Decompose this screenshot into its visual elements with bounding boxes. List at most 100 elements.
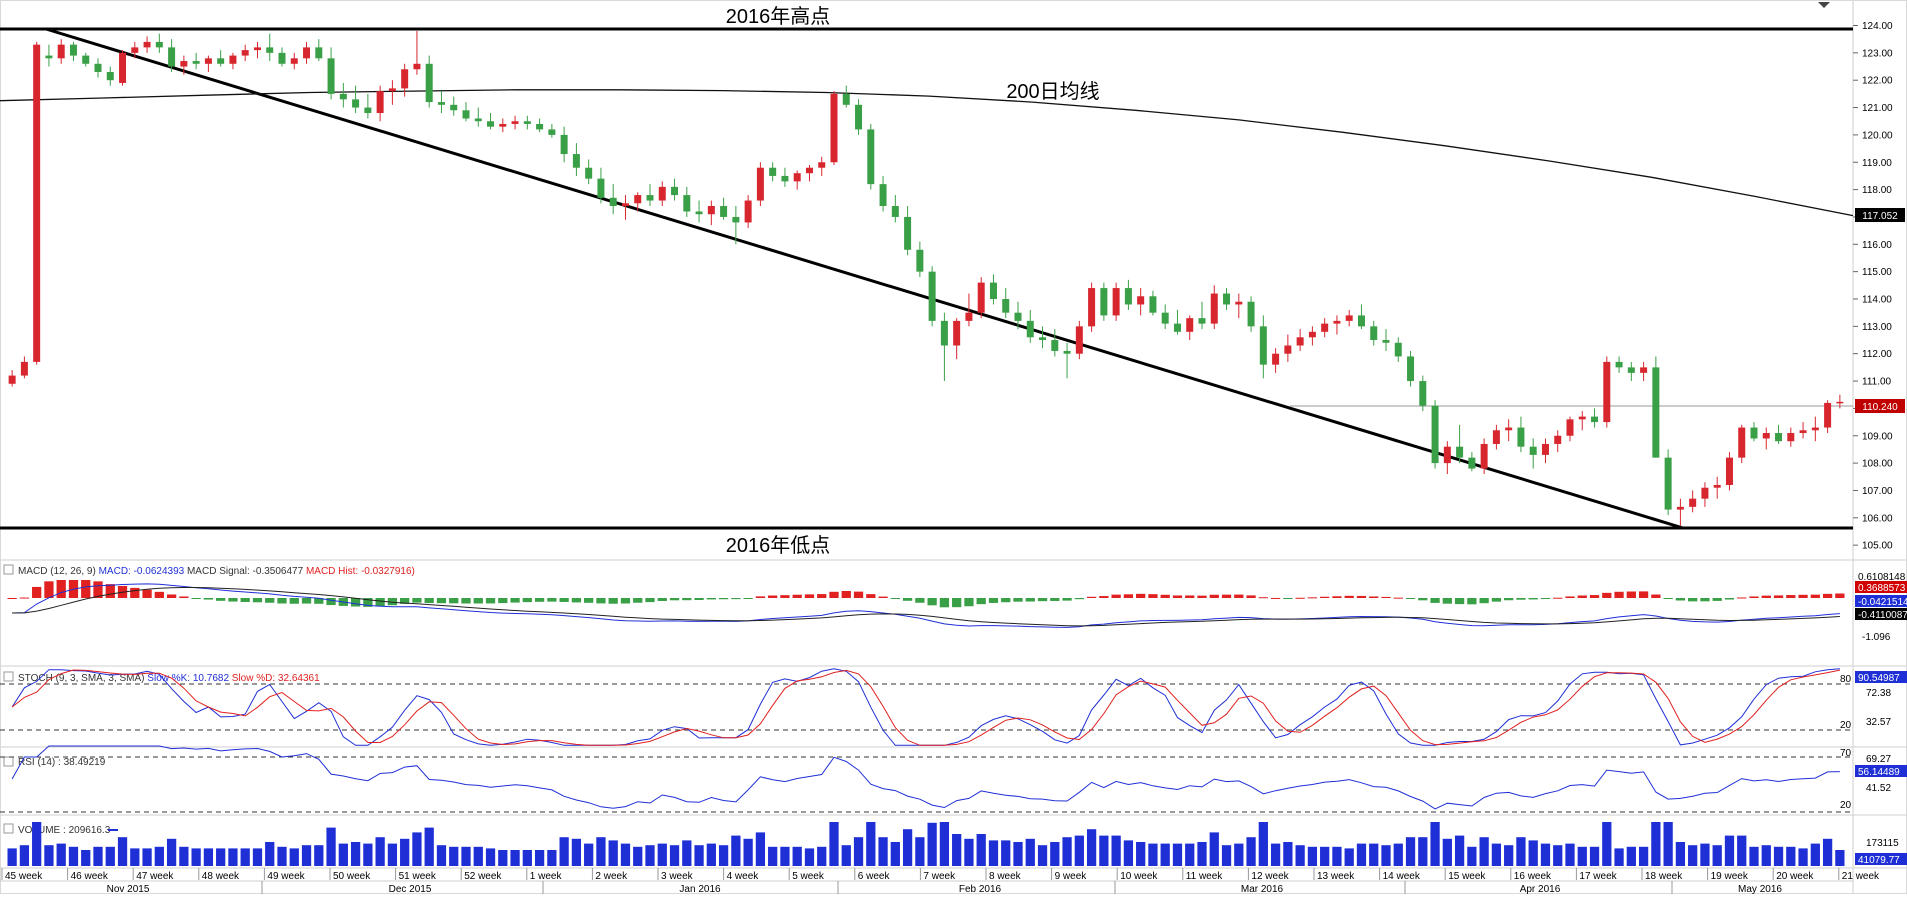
volume-bar: [1761, 845, 1771, 866]
price-tick-label: 123.00: [1862, 48, 1893, 59]
candle: [1652, 356, 1660, 458]
candle: [1517, 416, 1525, 453]
rsi-line: [11, 745, 1840, 810]
candle-body: [278, 52, 286, 64]
ma-value-tag: [1855, 208, 1905, 222]
volume-bar: [1050, 842, 1060, 866]
downtrend-line: [45, 27, 1684, 530]
volume-bar: [1405, 837, 1416, 866]
macd-hist-bar: [1307, 597, 1318, 599]
candle-body: [953, 320, 961, 346]
macd-hist-bar: [890, 598, 900, 599]
rsi-tag: [1855, 765, 1907, 777]
macd-hist-bar: [1295, 597, 1305, 599]
volume-bar: [326, 827, 336, 866]
volume-bar: [706, 843, 716, 866]
candle: [1345, 309, 1353, 327]
volume-bar: [1111, 835, 1121, 866]
candle: [1173, 309, 1181, 335]
volume-bar: [1418, 837, 1428, 866]
volume-bar: [1172, 843, 1183, 866]
candle-body: [671, 186, 679, 196]
week-label: 51 week: [399, 871, 437, 882]
candle: [720, 197, 728, 220]
candle: [1137, 288, 1145, 316]
volume-collapse-icon[interactable]: [3, 823, 14, 834]
volume-bar: [277, 846, 287, 866]
macd-hist-bar: [1749, 596, 1759, 598]
price-axis: 124.00 123.00 122.00 121.00 120.00 119.00 118.…: [1853, 21, 1893, 552]
macd-hist-tag: [1855, 581, 1907, 593]
candle: [1210, 285, 1218, 330]
candle-body: [1701, 487, 1709, 499]
rsi-axis-20: 20: [1840, 800, 1852, 811]
candle: [1223, 288, 1231, 310]
volume-bar: [927, 822, 937, 866]
candle: [536, 118, 544, 133]
week-label: 46 week: [71, 871, 109, 882]
candle-body: [658, 186, 666, 201]
chevron-down-icon[interactable]: [1818, 2, 1830, 8]
macd-hist-bar: [387, 598, 398, 606]
volume-bar: [1810, 843, 1820, 866]
rsi-axis-mid: 41.52: [1866, 783, 1891, 794]
candle-body: [388, 88, 396, 92]
candle: [315, 39, 323, 62]
macd-hist-bar: [1442, 598, 1452, 604]
candle: [1836, 394, 1844, 409]
volume-bar: [792, 846, 802, 866]
macd-hist-bar: [277, 598, 287, 604]
volume-bar: [1270, 843, 1281, 866]
volume-bar: [314, 845, 324, 866]
volume-bar: [584, 843, 594, 866]
stoch-collapse-icon[interactable]: [3, 671, 14, 682]
macd-hist-bar: [1050, 598, 1060, 601]
candle-body: [1480, 443, 1488, 469]
volume-bar: [1381, 845, 1391, 866]
macd-collapse-icon[interactable]: [3, 564, 14, 575]
annotation-200-day-ma: 200日均线: [1006, 80, 1099, 103]
candle: [487, 113, 495, 130]
candle-body: [401, 69, 409, 89]
svg-text:MACD (12, 26, 9) MACD: -0.0624: MACD (12, 26, 9) MACD: -0.0624393 MACD S…: [18, 566, 415, 577]
macd-hist-bar: [498, 598, 508, 604]
macd-hist-bar: [1577, 595, 1587, 598]
candle-body: [1799, 430, 1807, 434]
stoch-header-k: Slow %K: 10.7682: [147, 673, 229, 684]
macd-hist-bar: [657, 598, 667, 601]
macd-hist-bar: [964, 598, 974, 607]
volume-bar: [1835, 850, 1845, 866]
volume-bar: [387, 843, 398, 866]
macd-hist-bar: [1369, 596, 1379, 598]
candle-body: [1161, 312, 1169, 324]
macd-hist-bar: [301, 598, 312, 604]
macd-hist-bar: [743, 598, 753, 599]
week-label: 21 week: [1842, 871, 1880, 882]
candle-body: [830, 93, 838, 163]
week-label: 50 week: [333, 871, 371, 882]
volume-bar: [1344, 848, 1354, 866]
candle-body: [904, 216, 912, 250]
rsi-collapse-icon[interactable]: [3, 756, 14, 767]
volume-bar: [1123, 840, 1134, 866]
volume-bar: [718, 845, 729, 866]
volume-bar: [1074, 835, 1084, 866]
candle: [499, 118, 507, 133]
candle: [278, 47, 286, 67]
annotation-2016-low: 2016年低点: [726, 534, 831, 557]
volume-bar: [1822, 838, 1833, 866]
volume-bar: [240, 848, 250, 866]
candle: [1750, 422, 1758, 442]
candle: [106, 66, 114, 86]
macd-hist-bar: [461, 598, 471, 604]
stoch-tag-text: 90.54987: [1858, 673, 1900, 684]
macd-hist-tag-text: 0.3688573: [1858, 583, 1906, 594]
candle: [253, 41, 261, 59]
candle: [45, 44, 53, 67]
macd-hist-bar: [1761, 595, 1771, 598]
macd-hist-bar: [1651, 594, 1661, 598]
candle-body: [572, 154, 580, 168]
candle-body: [474, 118, 482, 122]
volume-bar: [1798, 848, 1808, 866]
week-label: 4 week: [727, 871, 760, 882]
